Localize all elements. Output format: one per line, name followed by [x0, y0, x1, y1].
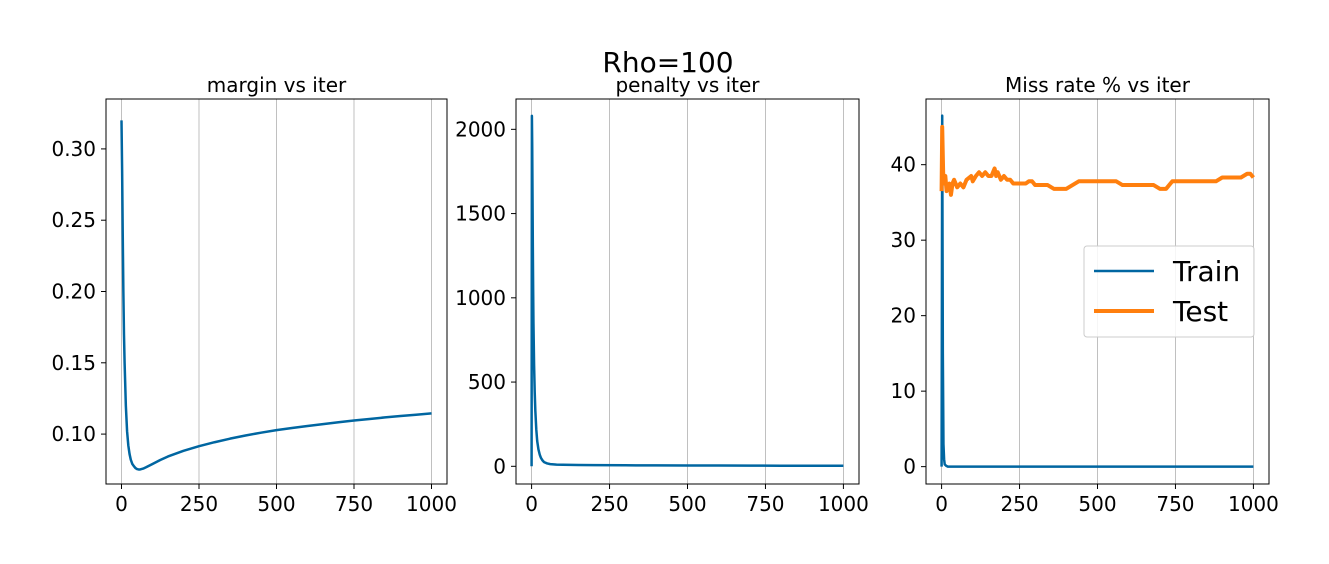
missrate-series-group: [939, 114, 1255, 468]
margin-series-group: [120, 120, 432, 471]
penalty-xtick-label-0: 0: [525, 492, 538, 516]
margin-subplot-title: margin vs iter: [207, 73, 347, 97]
missrate-ytick-label-2: 20: [891, 304, 916, 328]
margin-ytick-label-3: 0.25: [51, 208, 96, 232]
missrate-train-line: [940, 114, 1254, 468]
missrate-legend: Train Test: [1083, 245, 1255, 338]
penalty-ytick-label-1: 500: [468, 370, 506, 394]
margin-series-line: [120, 120, 432, 471]
missrate-xtick-label-2: 500: [1078, 492, 1116, 516]
missrate-ytick-label-4: 40: [891, 153, 916, 177]
margin-ytick-label-2: 0.20: [51, 280, 96, 304]
missrate-subplot: 0 250 500 750 1000 0 10 20 30 40 Miss rate % vs it…: [891, 73, 1279, 516]
margin-xtick-label-3: 750: [335, 492, 373, 516]
missrate-test-line: [939, 124, 1255, 197]
penalty-xtick-label-2: 500: [668, 492, 706, 516]
missrate-legend-label-train: Train: [1172, 255, 1240, 288]
missrate-ytick-label-3: 30: [891, 228, 916, 252]
missrate-subplot-title: Miss rate % vs iter: [1005, 73, 1191, 97]
penalty-subplot: 0 250 500 750 1000 0 500 1000 1500 2000 penalty vs…: [455, 73, 869, 516]
margin-xtick-label-1: 250: [180, 492, 218, 516]
missrate-ytick-label-0: 0: [903, 455, 916, 479]
penalty-series-line: [530, 114, 844, 468]
penalty-xtick-label-1: 250: [590, 492, 628, 516]
penalty-subplot-title: penalty vs iter: [615, 73, 760, 97]
penalty-ytick-label-2: 1000: [455, 286, 506, 310]
margin-xtick-label-0: 0: [115, 492, 128, 516]
penalty-ytick-label-3: 1500: [455, 202, 506, 226]
margin-ytick-label-4: 0.30: [51, 137, 96, 161]
margin-ytick-label-0: 0.10: [51, 422, 96, 446]
penalty-ytick-label-4: 2000: [455, 117, 506, 141]
missrate-legend-label-test: Test: [1172, 295, 1228, 328]
missrate-xtick-label-1: 250: [1000, 492, 1038, 516]
penalty-xtick-label-4: 1000: [818, 492, 869, 516]
missrate-xtick-label-0: 0: [935, 492, 948, 516]
penalty-ytick-label-0: 0: [493, 454, 506, 478]
margin-xtick-label-4: 1000: [406, 492, 457, 516]
penalty-xtick-label-3: 750: [746, 492, 784, 516]
margin-ytick-label-1: 0.15: [51, 351, 96, 375]
missrate-ytick-label-1: 10: [891, 379, 916, 403]
margin-subplot: 0 250 500 750 1000 0.10 0.15 0.20 0.25 0.30 margin…: [51, 73, 456, 516]
margin-xtick-label-2: 500: [257, 492, 295, 516]
figure-title: Rho=100: [602, 46, 733, 79]
missrate-xtick-label-3: 750: [1156, 492, 1194, 516]
missrate-xtick-label-4: 1000: [1228, 492, 1279, 516]
missrate-legend-box: [1083, 245, 1255, 338]
penalty-series-group: [530, 114, 844, 468]
